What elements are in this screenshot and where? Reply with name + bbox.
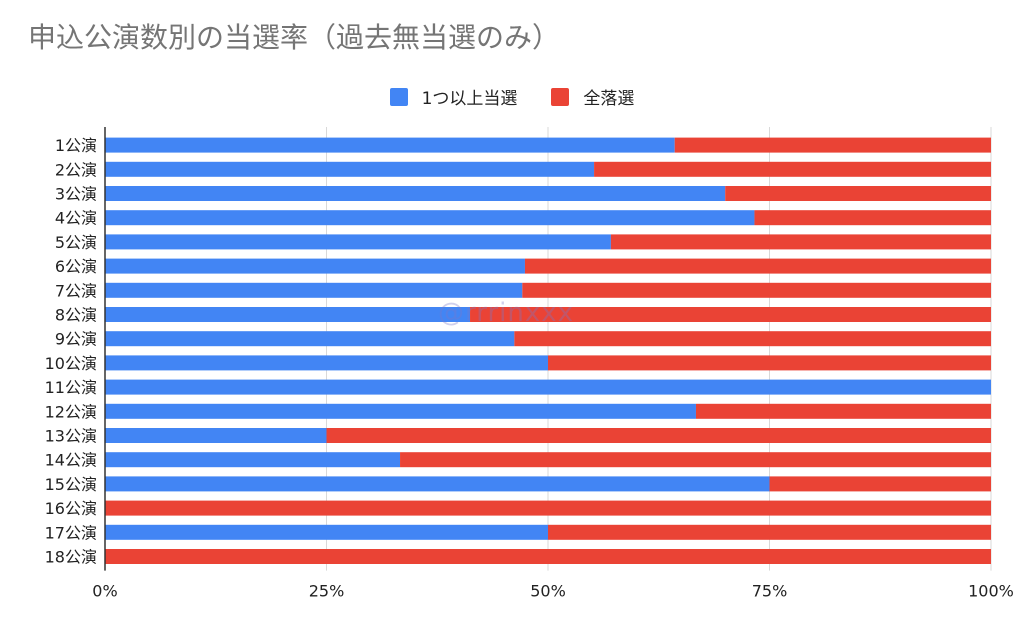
bar-segment-won	[105, 234, 611, 250]
bar-segment-lost	[524, 258, 991, 274]
legend-item-won[interactable]: 1つ以上当選	[389, 84, 518, 109]
y-tick-label: 6公演	[55, 257, 97, 276]
legend-swatch-won	[389, 87, 408, 106]
legend-label-won: 1つ以上当選	[421, 89, 518, 109]
x-tick-label: 25%	[309, 582, 345, 601]
legend-label-lost: 全落選	[583, 89, 635, 109]
bar-segment-won	[105, 452, 401, 468]
y-tick-label: 16公演	[45, 499, 97, 518]
bar-segment-lost	[548, 524, 991, 540]
bar-segment-won	[105, 307, 471, 322]
y-tick-label: 5公演	[55, 233, 97, 252]
bar-segment-lost	[695, 403, 991, 419]
legend-item-lost[interactable]: 全落選	[551, 84, 634, 109]
bar-segment-lost	[725, 186, 991, 201]
x-tick-label: 100%	[968, 582, 1014, 601]
y-tick-label: 14公演	[45, 451, 97, 470]
bar-segment-won	[105, 403, 696, 419]
y-tick-label: 13公演	[45, 427, 97, 446]
y-tick-label: 15公演	[45, 475, 97, 494]
bar-segment-lost	[470, 307, 992, 322]
bar-segment-lost	[105, 500, 991, 516]
y-tick-label: 17公演	[45, 523, 97, 542]
x-tick-label: 0%	[92, 582, 117, 601]
bar-segment-won	[105, 476, 770, 492]
bar-segment-lost	[522, 282, 991, 298]
x-tick-label: 50%	[530, 582, 566, 601]
bar-segment-lost	[400, 452, 992, 468]
bar-segment-won	[105, 282, 523, 298]
x-tick-label: 75%	[752, 582, 788, 601]
bar-segment-won	[105, 331, 515, 347]
bar-segment-won	[105, 524, 548, 540]
bar-segment-won	[105, 379, 991, 395]
y-tick-label: 3公演	[55, 185, 97, 204]
y-tick-label: 8公演	[55, 306, 97, 325]
chart-title: 申込公演数別の当選率（過去無当選のみ）	[28, 21, 561, 54]
bar-segment-won	[105, 137, 675, 153]
bar-segment-lost	[548, 355, 991, 371]
bar-segment-lost	[105, 549, 991, 564]
bar-segment-won	[105, 186, 726, 201]
bar-segment-lost	[326, 428, 991, 443]
bar-segment-won	[105, 258, 525, 274]
bar-segment-lost	[674, 137, 991, 153]
bar-segment-lost	[514, 331, 991, 347]
legend: 1つ以上当選 全落選	[0, 84, 1024, 109]
bar-segment-lost	[610, 234, 991, 250]
bar-segment-lost	[769, 476, 991, 492]
bar-segment-lost	[594, 161, 991, 177]
bar-segment-won	[105, 355, 548, 371]
y-tick-label: 18公演	[45, 548, 97, 567]
y-tick-label: 12公演	[45, 402, 97, 421]
y-tick-label: 1公演	[55, 136, 97, 155]
y-tick-label: 11公演	[45, 378, 97, 397]
y-tick-label: 7公演	[55, 281, 97, 300]
y-tick-label: 4公演	[55, 209, 97, 228]
legend-swatch-lost	[551, 87, 570, 106]
watermark: @rrrinxxx	[438, 298, 575, 328]
bar-segment-won	[105, 161, 595, 177]
y-tick-label: 10公演	[45, 354, 97, 373]
bar-segment-won	[105, 210, 755, 226]
bar-segment-lost	[754, 210, 991, 226]
y-tick-label: 2公演	[55, 160, 97, 179]
y-tick-label: 9公演	[55, 330, 97, 349]
bar-segment-won	[105, 428, 327, 443]
